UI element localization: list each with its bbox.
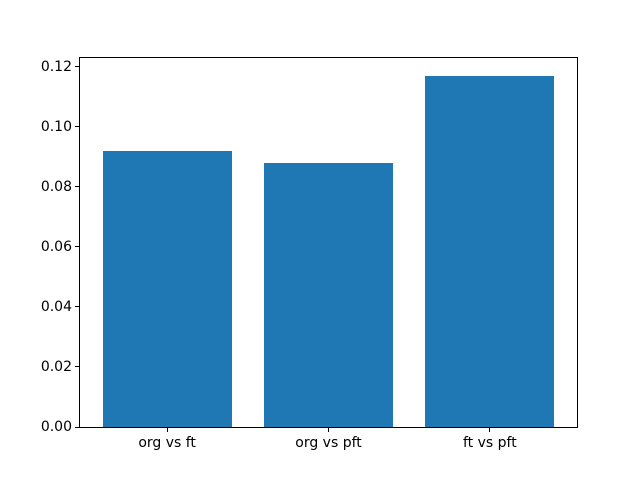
x-tick-mark: [166, 428, 168, 432]
y-tick-mark: [75, 366, 79, 368]
y-tick-label: 0.02: [40, 358, 72, 375]
y-tick-mark: [75, 426, 79, 428]
y-tick-label: 0.00: [40, 419, 72, 435]
x-tick-label: org vs pft: [295, 435, 362, 451]
y-tick-label: 0.12: [40, 58, 72, 75]
bar-ft-vs-pft: [425, 75, 555, 427]
y-tick-label: 0.06: [40, 238, 72, 255]
y-tick-label: 0.08: [40, 178, 72, 195]
y-tick-label: 0.04: [40, 298, 72, 315]
bar-org-vs-ft: [102, 150, 232, 427]
y-tick-mark: [75, 246, 79, 248]
plot-area: 0.00 0.02 0.04 0.06 0.08 0.10 0.12 org vs ft org…: [41, 57, 578, 451]
y-tick-mark: [75, 66, 79, 68]
bar-org-vs-pft: [263, 162, 394, 427]
y-tick-mark: [75, 186, 79, 188]
x-tick-mark: [489, 428, 491, 432]
x-tick-mark: [328, 428, 329, 432]
y-tick-mark: [75, 126, 79, 128]
x-tick-label: ft vs pft: [463, 435, 517, 451]
y-tick-mark: [75, 306, 79, 308]
y-tick-label: 0.10: [40, 118, 72, 135]
x-tick-label: org vs ft: [138, 435, 196, 451]
